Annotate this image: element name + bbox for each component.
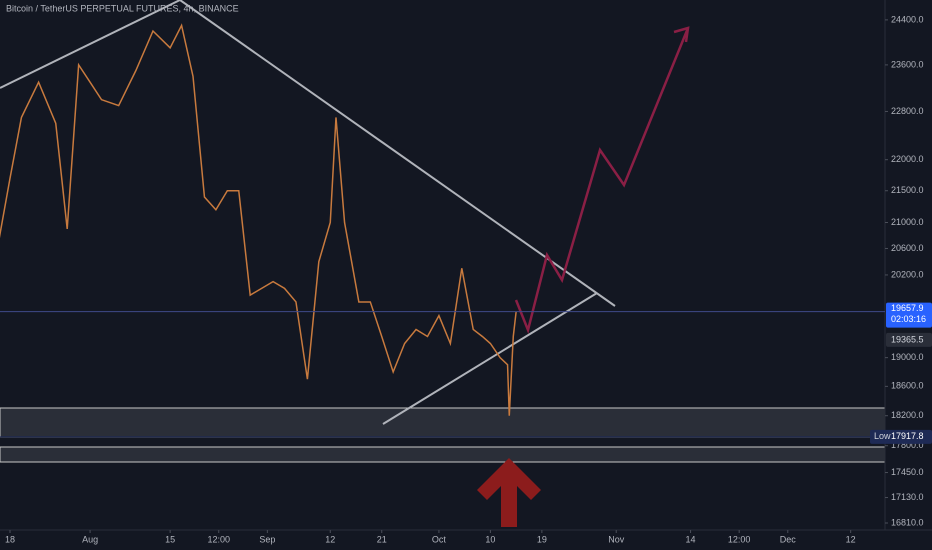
marked-price-tag bbox=[886, 332, 932, 347]
low-label: 17917.8 bbox=[891, 431, 924, 441]
y-tick-label: 22000.0 bbox=[891, 154, 924, 164]
x-tick-label: 12:00 bbox=[207, 534, 230, 544]
x-tick-label: 15 bbox=[165, 534, 175, 544]
x-tick-label: 21 bbox=[377, 534, 387, 544]
up-arrow bbox=[477, 458, 541, 527]
x-tick-label: Sep bbox=[259, 534, 275, 544]
x-tick-label: 19 bbox=[537, 534, 547, 544]
y-tick-label: 19000.0 bbox=[891, 352, 924, 362]
y-tick-label: 18200.0 bbox=[891, 410, 924, 420]
forecast-path bbox=[514, 27, 690, 335]
x-tick-label: 18 bbox=[5, 534, 15, 544]
last-price-tag bbox=[886, 302, 932, 328]
x-tick-label: 12 bbox=[846, 534, 856, 544]
price-line bbox=[0, 23, 517, 416]
zone bbox=[0, 446, 886, 463]
trend-line bbox=[0, 0, 181, 89]
low-tag bbox=[870, 429, 932, 444]
y-tick-label: 18600.0 bbox=[891, 381, 924, 391]
y-tick-label: 23600.0 bbox=[891, 59, 924, 69]
last-price-label: 19657.9 bbox=[891, 303, 924, 313]
y-tick-label: 17450.0 bbox=[891, 467, 924, 477]
x-tick-label: 12:00 bbox=[728, 534, 751, 544]
trend-line bbox=[382, 292, 598, 425]
x-tick-label: Nov bbox=[608, 534, 625, 544]
y-tick-label: 21500.0 bbox=[891, 185, 924, 195]
y-tick-label: 20600.0 bbox=[891, 243, 924, 253]
y-tick-label: 20200.0 bbox=[891, 269, 924, 279]
x-tick-label: Oct bbox=[432, 534, 447, 544]
y-tick-label: 17800.0 bbox=[891, 440, 924, 450]
forecast-arrowhead bbox=[673, 26, 690, 43]
y-tick-label: 17130.0 bbox=[891, 492, 924, 502]
x-tick-label: 10 bbox=[485, 534, 495, 544]
y-tick-label: 21000.0 bbox=[891, 217, 924, 227]
x-tick-label: 12 bbox=[325, 534, 335, 544]
trend-line bbox=[179, 0, 616, 307]
x-tick-label: Aug bbox=[82, 534, 98, 544]
y-tick-label: 22800.0 bbox=[891, 106, 924, 116]
countdown-label: 02:03:16 bbox=[891, 314, 926, 324]
chart-title: Bitcoin / TetherUS PERPETUAL FUTURES, 4h… bbox=[6, 3, 239, 13]
low-name: Low bbox=[874, 431, 891, 441]
x-tick-label: 14 bbox=[686, 534, 696, 544]
marked-price-label: 19365.5 bbox=[891, 334, 924, 344]
x-tick-label: Dec bbox=[780, 534, 797, 544]
y-tick-label: 16810.0 bbox=[891, 517, 924, 527]
zone bbox=[0, 407, 886, 438]
y-tick-label: 24400.0 bbox=[891, 14, 924, 24]
